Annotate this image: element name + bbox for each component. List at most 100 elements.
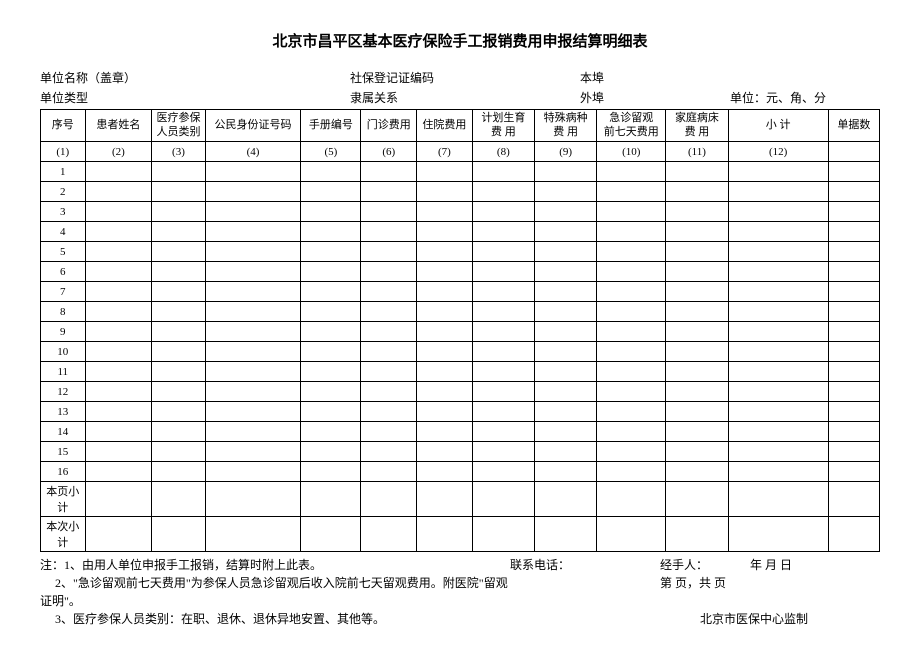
subtotal-cell: [85, 517, 152, 552]
table-row: 5: [41, 242, 880, 262]
data-cell: [85, 422, 152, 442]
data-cell: [728, 162, 828, 182]
data-cell: [361, 302, 417, 322]
data-cell: [85, 342, 152, 362]
data-cell: [728, 302, 828, 322]
data-cell: [828, 402, 879, 422]
col-index-8: (8): [472, 142, 534, 162]
subtotal-cell: [728, 482, 828, 517]
data-cell: [828, 182, 879, 202]
subtotal-row-batch: 本次小计: [41, 517, 880, 552]
table-row: 9: [41, 322, 880, 342]
data-cell: [152, 302, 205, 322]
col-header-5: 手册编号: [301, 110, 361, 142]
subtotal-cell: [666, 482, 728, 517]
data-cell: [728, 322, 828, 342]
row-num-cell: 12: [41, 382, 86, 402]
data-cell: [666, 422, 728, 442]
row-num-cell: 9: [41, 322, 86, 342]
row-num-cell: 1: [41, 162, 86, 182]
data-cell: [728, 222, 828, 242]
table-row: 6: [41, 262, 880, 282]
table-row: 7: [41, 282, 880, 302]
table-row: 3: [41, 202, 880, 222]
table-row: 10: [41, 342, 880, 362]
data-cell: [534, 402, 596, 422]
subtotal-cell: [361, 517, 417, 552]
data-cell: [205, 442, 301, 462]
data-cell: [597, 402, 666, 422]
data-cell: [666, 182, 728, 202]
data-cell: [728, 462, 828, 482]
note-prefix: 注：: [40, 558, 64, 572]
row-num-cell: 5: [41, 242, 86, 262]
data-cell: [301, 362, 361, 382]
page-title: 北京市昌平区基本医疗保险手工报销费用申报结算明细表: [40, 30, 880, 51]
subtotal-cell: [417, 482, 473, 517]
data-cell: [417, 462, 473, 482]
data-cell: [85, 402, 152, 422]
data-cell: [205, 322, 301, 342]
data-cell: [85, 302, 152, 322]
data-cell: [417, 342, 473, 362]
col-header-11: 家庭病床费 用: [666, 110, 728, 142]
table-row: 1: [41, 162, 880, 182]
data-cell: [361, 162, 417, 182]
subtotal-cell: [597, 517, 666, 552]
data-cell: [472, 242, 534, 262]
data-cell: [472, 182, 534, 202]
data-cell: [828, 362, 879, 382]
note-2: 2、"急诊留观前七天费用"为参保人员急诊留观后收入院前七天留观费用。附医院"留观…: [40, 574, 510, 610]
data-cell: [828, 382, 879, 402]
table-row: 12: [41, 382, 880, 402]
table-row: 4: [41, 222, 880, 242]
data-cell: [666, 462, 728, 482]
data-cell: [534, 342, 596, 362]
data-cell: [85, 282, 152, 302]
note-2-mid: [510, 574, 660, 610]
subtotal-cell: [301, 517, 361, 552]
data-cell: [152, 442, 205, 462]
data-cell: [205, 382, 301, 402]
data-cell: [301, 442, 361, 462]
data-cell: [728, 382, 828, 402]
index-row: (1)(2)(3)(4)(5)(6)(7)(8)(9)(10)(11)(12): [41, 142, 880, 162]
data-cell: [361, 362, 417, 382]
data-cell: [205, 282, 301, 302]
table-row: 8: [41, 302, 880, 322]
data-cell: [417, 222, 473, 242]
data-cell: [301, 382, 361, 402]
row-num-cell: 10: [41, 342, 86, 362]
data-cell: [361, 322, 417, 342]
data-cell: [301, 282, 361, 302]
data-cell: [417, 182, 473, 202]
data-cell: [301, 202, 361, 222]
col-index-1: (1): [41, 142, 86, 162]
col-index-2: (2): [85, 142, 152, 162]
data-cell: [417, 242, 473, 262]
meta-affiliation: 隶属关系: [350, 89, 580, 107]
data-cell: [152, 342, 205, 362]
row-num-cell: 2: [41, 182, 86, 202]
subtotal-label: 本页小计: [41, 482, 86, 517]
data-cell: [666, 302, 728, 322]
data-cell: [828, 342, 879, 362]
data-cell: [152, 322, 205, 342]
note-1-text: 1、由用人单位申报手工报销，结算时附上此表。: [64, 558, 322, 572]
data-cell: [205, 262, 301, 282]
data-cell: [597, 422, 666, 442]
data-cell: [205, 222, 301, 242]
col-header-2: 患者姓名: [85, 110, 152, 142]
col-header-6: 门诊费用: [361, 110, 417, 142]
data-cell: [361, 382, 417, 402]
row-num-cell: 3: [41, 202, 86, 222]
data-cell: [152, 462, 205, 482]
subtotal-cell: [152, 482, 205, 517]
data-cell: [728, 442, 828, 462]
data-cell: [597, 202, 666, 222]
data-cell: [597, 282, 666, 302]
subtotal-cell: [361, 482, 417, 517]
col-header-9: 特殊病种费 用: [534, 110, 596, 142]
subtotal-cell: [85, 482, 152, 517]
data-cell: [417, 282, 473, 302]
